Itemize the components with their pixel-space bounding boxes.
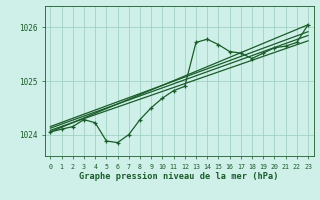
X-axis label: Graphe pression niveau de la mer (hPa): Graphe pression niveau de la mer (hPa) <box>79 172 279 181</box>
